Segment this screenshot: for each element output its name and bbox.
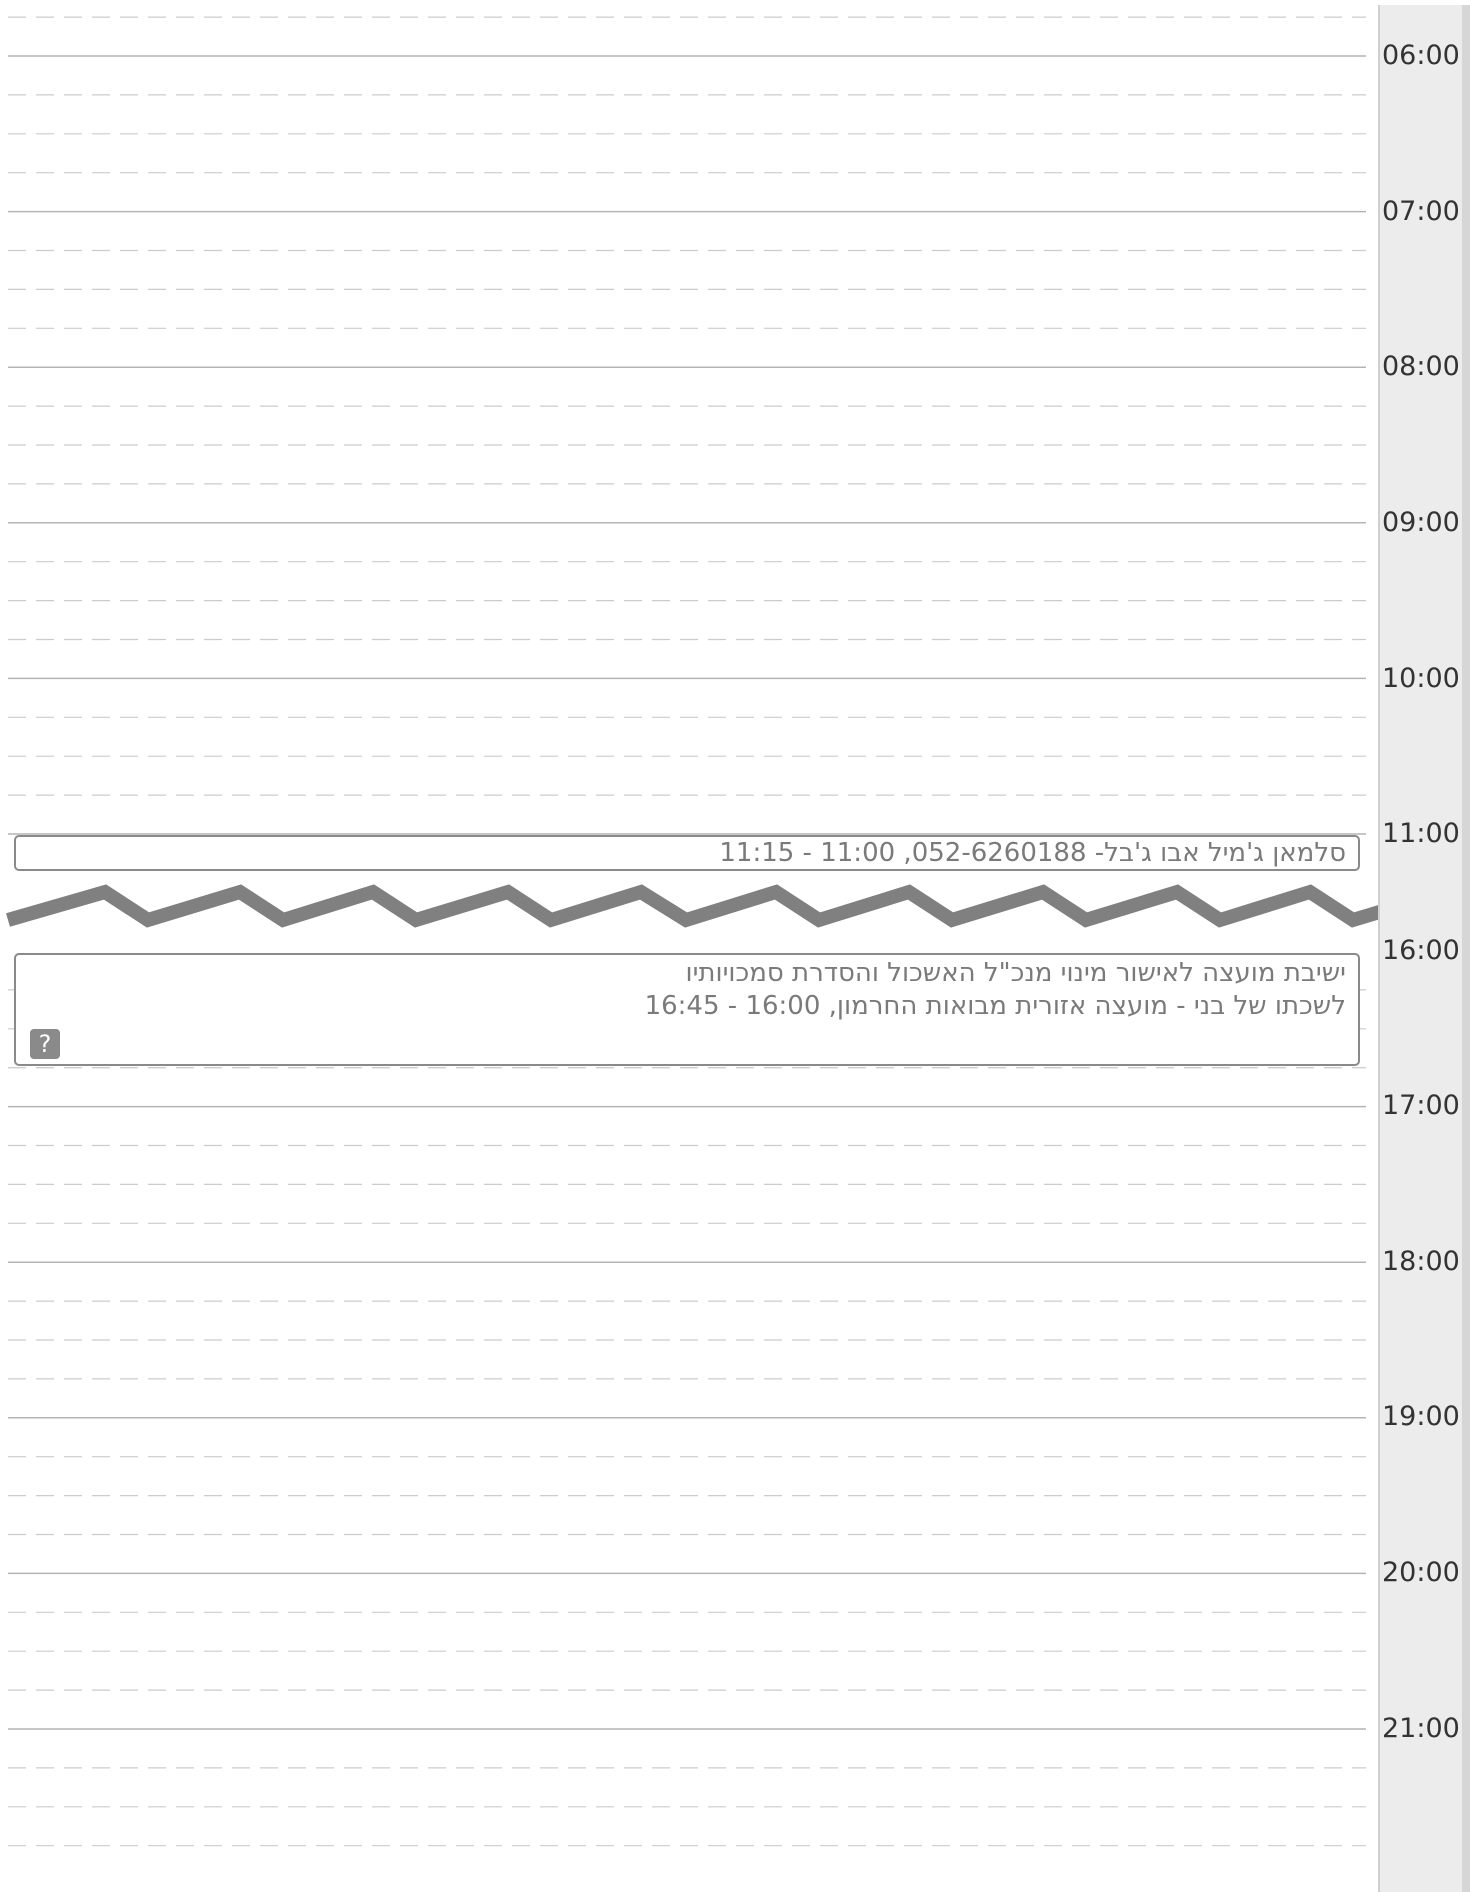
question-mark-icon[interactable]: ?: [30, 1029, 60, 1059]
hour-label-09: 09:00: [1382, 507, 1460, 538]
hour-label-17: 17:00: [1382, 1090, 1460, 1121]
hour-label-16: 16:00: [1382, 935, 1460, 966]
hour-label-21: 21:00: [1382, 1713, 1460, 1744]
event-block-1[interactable]: סלמאן ג'מיל אבו ג'בל- 052-6260188, 11:00…: [14, 835, 1360, 871]
hour-label-18: 18:00: [1382, 1246, 1460, 1277]
event-title-line2: לשכתו של בני - מועצה אזורית מבואות החרמו…: [644, 991, 1346, 1021]
time-gutter-scrollbar[interactable]: [1462, 5, 1470, 1892]
hour-label-20: 20:00: [1382, 1557, 1460, 1588]
hour-label-10: 10:00: [1382, 663, 1460, 694]
event-title-line1: ישיבת מועצה לאישור מינוי מנכ"ל האשכול וה…: [685, 958, 1347, 988]
hour-label-08: 08:00: [1382, 351, 1460, 382]
time-gutter: [1378, 5, 1464, 1892]
event-title: סלמאן ג'מיל אבו ג'בל- 052-6260188, 11:00…: [719, 838, 1346, 868]
hour-label-07: 07:00: [1382, 196, 1460, 227]
hour-label-19: 19:00: [1382, 1401, 1460, 1432]
event-block-2[interactable]: ישיבת מועצה לאישור מינוי מנכ"ל האשכול וה…: [14, 953, 1360, 1066]
hour-label-11: 11:00: [1382, 818, 1460, 849]
hour-label-06: 06:00: [1382, 40, 1460, 71]
time-gap-marker: [6, 884, 1470, 928]
